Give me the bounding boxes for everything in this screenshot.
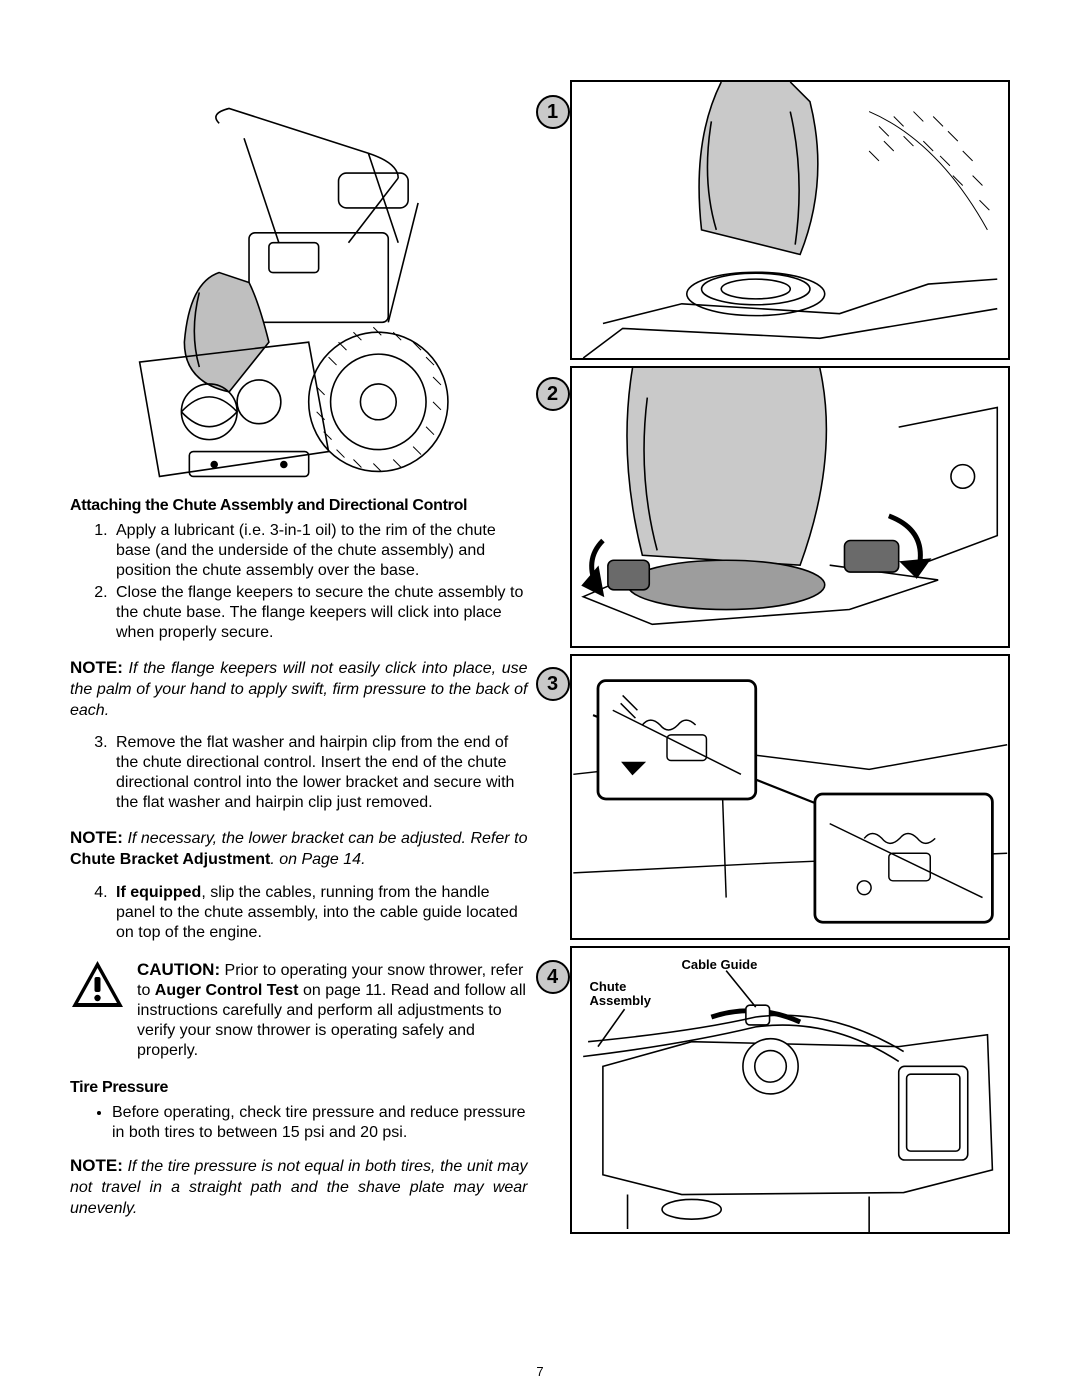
step-1: Apply a lubricant (i.e. 3-in-1 oil) to t… <box>112 521 528 581</box>
step-2: Close the flange keepers to secure the c… <box>112 583 528 643</box>
panel-4-illustration: Cable Guide Chute Assembly <box>570 946 1011 1234</box>
step4-bold: If equipped <box>116 884 201 901</box>
warning-triangle-icon <box>70 959 125 1014</box>
note-3: NOTE: If the tire pressure is not equal … <box>70 1155 528 1219</box>
steps-list-b: Remove the flat washer and hairpin clip … <box>70 733 528 815</box>
tire-bullets: Before operating, check tire pressure an… <box>70 1103 528 1143</box>
panel-1-illustration <box>570 80 1011 360</box>
heading-chute-assembly: Attaching the Chute Assembly and Directi… <box>70 497 528 515</box>
panel-badge-3: 3 <box>536 667 570 701</box>
note-label: NOTE: <box>70 1156 123 1175</box>
caution-block: CAUTION: Prior to operating your snow th… <box>70 959 528 1061</box>
panel-2-illustration <box>570 366 1011 648</box>
note-body: If the tire pressure is not equal in bot… <box>70 1158 528 1217</box>
heading-tire-pressure: Tire Pressure <box>70 1079 528 1097</box>
steps-list-a: Apply a lubricant (i.e. 3-in-1 oil) to t… <box>70 521 528 645</box>
label-chute-assembly: Chute Assembly <box>590 980 651 1009</box>
label-cable-guide: Cable Guide <box>682 958 758 972</box>
note-body: If the flange keepers will not easily cl… <box>70 660 528 719</box>
panel-badge-1: 1 <box>536 95 570 129</box>
page-number: 7 <box>0 1364 1080 1379</box>
panel-badge-4: 4 <box>536 960 570 994</box>
note-ref: Chute Bracket Adjustment <box>70 851 270 868</box>
step-3: Remove the flat washer and hairpin clip … <box>112 733 528 813</box>
tire-bullet: Before operating, check tire pressure an… <box>112 1103 528 1143</box>
main-snow-thrower-illustration <box>70 80 528 485</box>
note-1: NOTE: If the flange keepers will not eas… <box>70 657 528 721</box>
step-4: If equipped, slip the cables, running fr… <box>112 883 528 943</box>
note-label: NOTE: <box>70 828 123 847</box>
steps-list-c: If equipped, slip the cables, running fr… <box>70 883 528 945</box>
caution-ref: Auger Control Test <box>155 982 299 999</box>
note-2: NOTE: If necessary, the lower bracket ca… <box>70 827 528 871</box>
caution-label: CAUTION: <box>137 960 220 979</box>
note-body-pre: If necessary, the lower bracket can be a… <box>127 830 527 847</box>
panel-3-illustration <box>570 654 1011 940</box>
note-body-post: . on Page 14. <box>270 851 365 868</box>
panel-badge-2: 2 <box>536 377 570 411</box>
step-panels: 1 2 3 4 <box>553 80 1011 1240</box>
caution-text: CAUTION: Prior to operating your snow th… <box>137 959 528 1061</box>
note-label: NOTE: <box>70 658 123 677</box>
